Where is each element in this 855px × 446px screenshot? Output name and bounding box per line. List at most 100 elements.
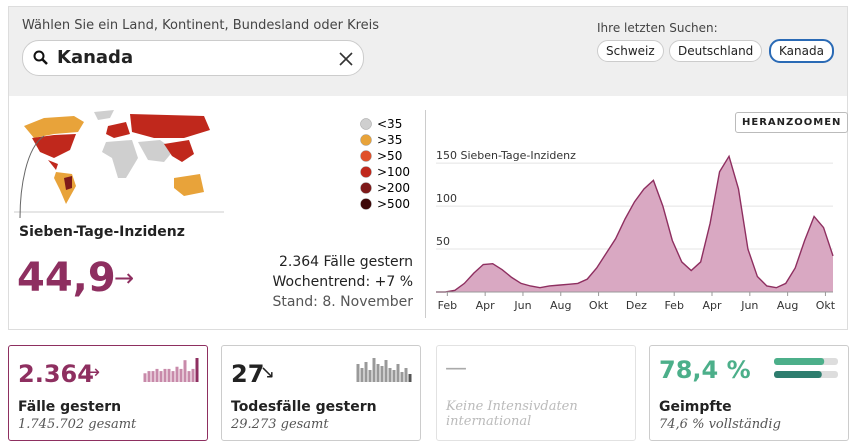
spark-bar [400,372,404,382]
spark-bar [143,373,147,382]
spark-bar [404,368,408,382]
x-tick-label: Aug [550,299,571,312]
legend-swatch [360,118,372,130]
zoom-button[interactable]: HERANZOOMEN [735,112,849,133]
x-tick-label: Feb [664,299,683,312]
x-tick-label: Feb [438,299,457,312]
card[interactable]: 78,4 % Geimpfte 74,6 % vollständig [649,345,849,441]
area [436,156,833,292]
x-tick-label: Okt [589,299,609,312]
recent-item[interactable]: Kanada [769,39,834,63]
x-tick-label: Jun [740,299,758,312]
sparkline [143,358,199,382]
spark-bar [392,370,396,382]
card-value: 2.364 [18,360,94,388]
spark-bar [187,371,191,382]
card: — Keine Intensivdaten international [436,345,636,441]
recent-label: Ihre letzten Suchen: [597,21,718,35]
legend-swatch [360,134,372,146]
legend-swatch [360,198,372,210]
spark-bar [360,368,364,382]
summary-lines: 2.364 Fälle gestern Wochentrend: +7 % St… [272,252,413,312]
search-query: Kanada [57,47,134,68]
card-title: Todesfälle gestern [231,399,377,415]
line [436,154,834,293]
spark-bar [151,371,155,382]
clear-button[interactable] [339,52,353,66]
spark-bar [372,358,376,382]
x-tick-label: Aug [777,299,798,312]
summary-value: 44,9 [17,255,116,301]
progress-bar [774,358,825,365]
card-sub: 74,6 % vollständig [659,417,781,432]
legend-swatch [360,150,372,162]
spark-bar [147,371,151,382]
summary-line: 2.364 Fälle gestern [279,254,413,270]
spark-bar [191,368,195,382]
spark-bar [171,371,175,382]
progress-bar [774,371,822,378]
card-sub: 29.273 gesamt [231,417,329,432]
spark-bar [195,358,199,382]
x-tick-label: Okt [816,299,836,312]
spark-bar [368,370,372,382]
card-title: Geimpfte [659,399,732,415]
card-sub: 1.745.702 gesamt [18,417,137,432]
card-title: Keine Intensivdaten international [446,399,578,429]
card-sub-value: 74,6 % [659,417,705,432]
spark-bar [408,374,412,382]
card[interactable]: 2.364 → Fälle gestern 1.745.702 gesamt [8,345,208,441]
search-box[interactable]: Kanada [22,40,364,76]
progress-bars [774,358,838,378]
legend-swatch [360,182,372,194]
spark-bar [183,360,187,382]
spark-bar [384,360,388,382]
summary-title: Sieben-Tage-Inzidenz [19,224,185,240]
card-value: 27 [231,360,265,388]
spark-bar [396,364,400,382]
summary-arrow: → [114,264,135,292]
x-tick-label: Apr [702,299,722,312]
spark-bar [380,366,384,382]
x-tick-label: Jun [513,299,531,312]
world-map [14,110,224,219]
y-tick-label: 150 Sieben-Tage-Inzidenz [436,149,576,162]
spark-bar [179,368,183,382]
spark-bar [388,368,392,382]
card-arrow: ↘ [260,362,276,383]
summary-line: Wochentrend: +7 % [272,274,413,290]
x-tick-label: Dez [626,299,647,312]
card-value: — [445,356,467,381]
summary-line: Stand: 8. November [272,294,413,310]
legend-label: >100 [377,165,410,179]
search-label: Wählen Sie ein Land, Kontinent, Bundesla… [22,18,380,33]
sparkline [356,358,412,382]
spark-bar [376,364,380,382]
card-value: 78,4 % [659,356,751,384]
legend-label: >500 [377,197,410,211]
search-icon [33,50,48,65]
legend-swatch [360,166,372,178]
main-panel [8,95,848,330]
chart: 50 100 150 Sieben-Tage-Inzidenz Feb Apr Jun Au… [436,149,836,312]
legend-label: <35 [377,117,402,131]
recent-item[interactable]: Deutschland [669,40,763,62]
x-tick-label: Apr [476,299,496,312]
spark-bar [159,371,163,382]
y-tick-label: 50 [436,235,450,248]
spark-bar [364,362,368,382]
legend-label: >35 [377,133,402,147]
legend-label: >200 [377,181,410,195]
divider [425,110,426,318]
card[interactable]: 27 ↘ Todesfälle gestern 29.273 gesamt [221,345,421,441]
map-legend: <35 >35 >50 >100 >200 >500 [360,117,410,211]
card-title: Fälle gestern [18,399,122,415]
recent-item[interactable]: Schweiz [597,40,664,62]
card-arrow: → [85,362,101,383]
legend-label: >50 [377,149,402,163]
spark-bar [167,368,171,382]
spark-bar [175,366,179,382]
card-sub-text: vollständig [708,417,781,432]
spark-bar [163,368,167,382]
